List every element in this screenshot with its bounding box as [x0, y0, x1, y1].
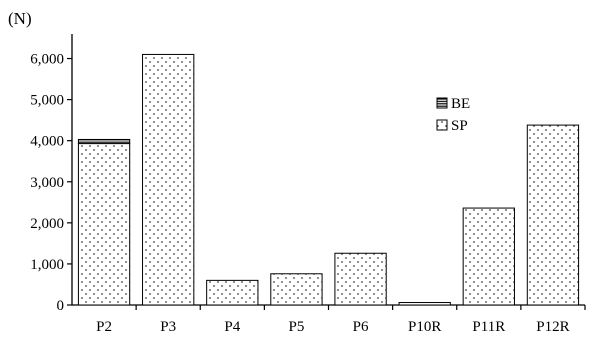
y-tick-label: 4,000: [30, 134, 64, 150]
x-tick-label: P4: [224, 319, 240, 335]
x-tick-label: P2: [96, 319, 112, 335]
y-tick-label: 2,000: [30, 216, 64, 232]
legend-swatch-sp: [436, 119, 448, 131]
x-tick-label: P11R: [472, 319, 505, 335]
legend-swatch-be: [436, 97, 448, 109]
bar-sp-p4: [206, 279, 259, 306]
bar-sp-p5: [270, 273, 323, 306]
bar-sp-p2: [77, 143, 131, 306]
axes: 0 1,000 2,000 3,000 4,000 5,000 6,000 P2 P3 P4 P5 P…: [30, 34, 586, 335]
x-tick-label: P5: [289, 319, 305, 335]
y-tick-label: 3,000: [30, 175, 64, 191]
bars: [77, 53, 580, 306]
y-unit-label: (N): [8, 9, 32, 28]
x-tick-label: P3: [160, 319, 176, 335]
legend-label-be: BE: [451, 96, 470, 112]
y-tick-label: 6,000: [30, 52, 64, 68]
legend-label-sp: SP: [451, 118, 468, 134]
bar-sp-p6: [334, 252, 387, 306]
legend: BE SP: [436, 96, 470, 134]
y-tick-label: 5,000: [30, 93, 64, 109]
bar-sp-p11r: [462, 207, 515, 306]
bar-be-p2: [77, 138, 131, 145]
x-tick-label: P10R: [408, 319, 441, 335]
y-tick-label: 0: [57, 298, 65, 314]
y-tick-label: 1,000: [30, 257, 64, 273]
bar-sp-p10r: [398, 302, 451, 306]
bar-sp-p3: [142, 53, 195, 306]
x-tick-label: P6: [353, 319, 369, 335]
x-tick-label: P12R: [536, 319, 569, 335]
bar-sp-p12r: [526, 124, 580, 306]
